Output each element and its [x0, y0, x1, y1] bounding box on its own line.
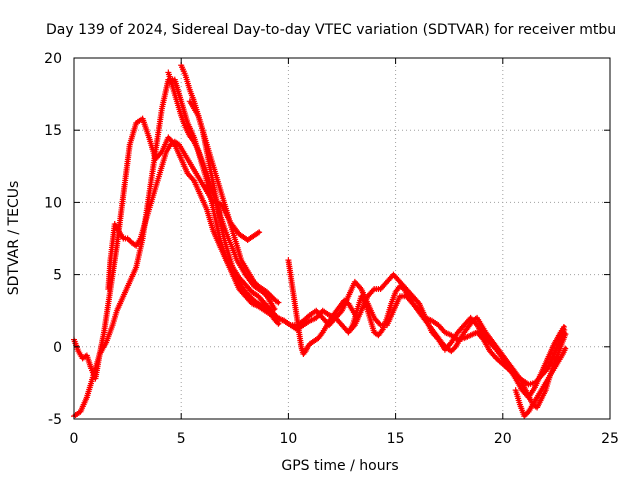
data-point [275, 320, 282, 327]
x-axis-label: GPS time / hours [281, 458, 398, 474]
x-tick-label: 20 [494, 431, 512, 447]
data-point [271, 305, 278, 312]
data-point [560, 323, 567, 330]
y-tick-label: 0 [53, 340, 62, 356]
y-tick-label: -5 [48, 412, 62, 428]
y-axis-label: SDTVAR / TECUs [6, 181, 22, 296]
series-track-5 [178, 62, 282, 327]
series-track-9 [512, 345, 569, 420]
series-track-3 [105, 138, 263, 293]
data-series [71, 62, 569, 420]
series-track-6 [186, 98, 282, 306]
plot-frame [73, 57, 611, 420]
chart-title: Day 139 of 2024, Sidereal Day-to-day VTE… [46, 22, 616, 38]
y-tick-label: 20 [44, 51, 62, 67]
grid-lines [74, 58, 610, 419]
axis-ticks: 0 5 10 15 20 25 -5 0 5 10 15 20 [44, 51, 619, 447]
x-tick-label: 0 [70, 431, 79, 447]
y-tick-label: 5 [53, 268, 62, 284]
y-tick-label: 10 [44, 195, 62, 211]
data-point [256, 229, 263, 236]
series-track-7 [285, 257, 359, 358]
x-tick-label: 25 [601, 431, 619, 447]
series-track-2 [71, 115, 567, 401]
data-point [562, 345, 569, 352]
x-tick-label: 15 [387, 431, 405, 447]
data-point [275, 299, 282, 306]
x-tick-label: 10 [279, 431, 297, 447]
x-tick-label: 5 [177, 431, 186, 447]
y-tick-label: 15 [44, 123, 62, 139]
data-point [562, 331, 569, 338]
series-line [179, 64, 281, 327]
